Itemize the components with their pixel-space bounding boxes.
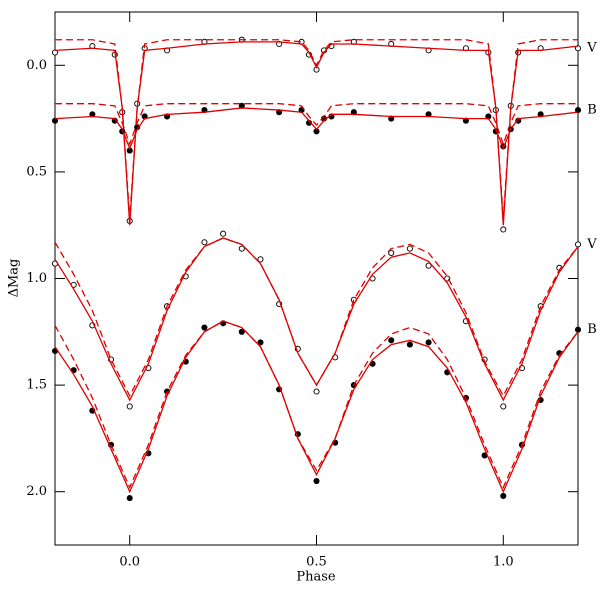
data-point [220, 230, 227, 237]
data-point [406, 341, 413, 348]
plot-frame [54, 11, 579, 546]
data-point [574, 241, 582, 248]
data-point [126, 403, 133, 410]
series-label: B [587, 103, 597, 118]
data-point [201, 324, 208, 331]
data-point [574, 326, 582, 333]
y-tick-label: 1.5 [26, 378, 47, 393]
x-tick-label: 0.0 [119, 555, 140, 570]
data-point [238, 245, 245, 252]
x-tick-label: 1.0 [493, 555, 514, 570]
data-point [425, 339, 432, 346]
data-point [238, 328, 245, 335]
y-tick-label: 2.0 [26, 484, 47, 499]
y-tick-label: 0.0 [26, 58, 47, 73]
series-label: V [586, 41, 597, 56]
x-axis-label: Phase [296, 570, 336, 585]
model-line [54, 237, 579, 398]
data-point [388, 249, 395, 256]
model-line [55, 103, 578, 147]
y-tick-label: 0.5 [26, 164, 47, 179]
data-point [406, 245, 413, 252]
y-tick-label: 1.0 [26, 271, 47, 286]
data-point [574, 45, 582, 52]
data-point [500, 403, 507, 410]
data-point [500, 226, 507, 233]
data-point [257, 256, 264, 263]
series-label: B [587, 322, 597, 337]
data-point [257, 339, 264, 346]
y-axis-label: ΔMag [7, 259, 22, 298]
data-point [201, 239, 208, 246]
x-tick-label: 0.5 [306, 555, 327, 570]
series-label: V [586, 237, 597, 252]
model-line [54, 320, 579, 490]
model-line [54, 237, 579, 402]
data-point [425, 262, 432, 269]
model-line [54, 107, 579, 151]
model-line [55, 39, 578, 219]
data-point [313, 388, 320, 395]
data-point [388, 337, 395, 344]
data-point [126, 495, 133, 502]
model-line [54, 320, 579, 494]
data-point [313, 477, 320, 485]
data-point [500, 492, 507, 500]
